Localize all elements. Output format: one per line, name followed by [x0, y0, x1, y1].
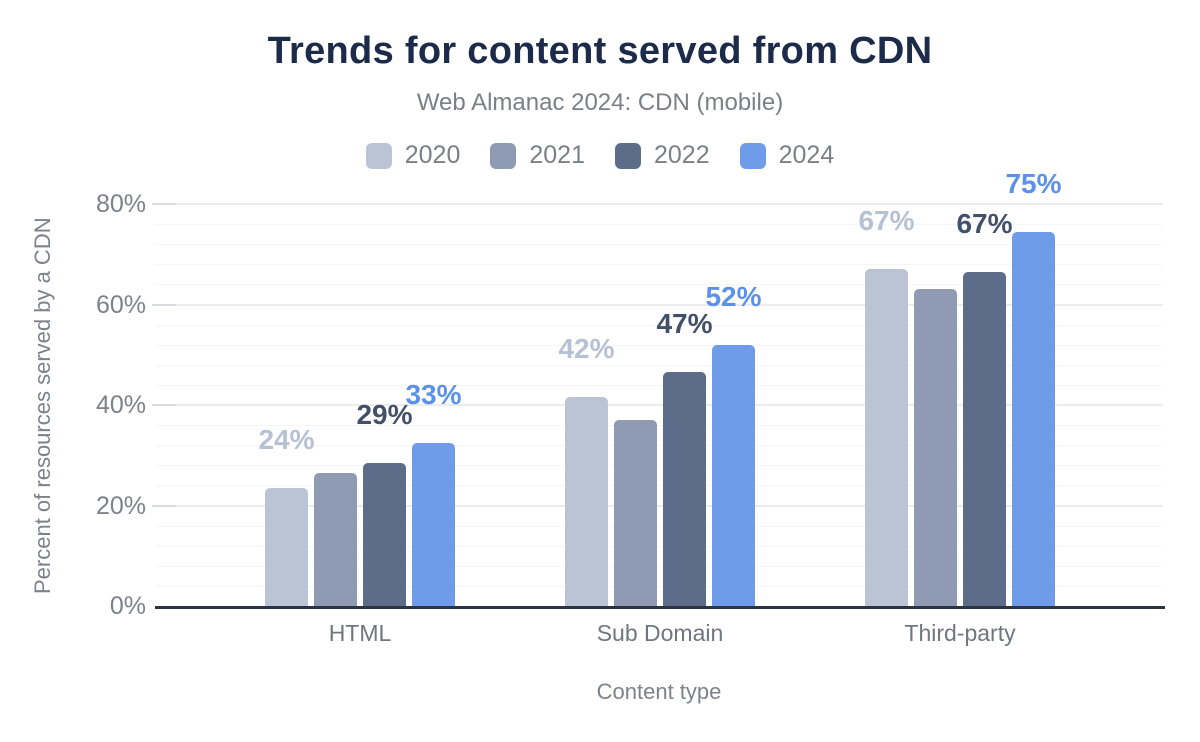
gridline-minor-32: [155, 445, 1163, 447]
chart-legend: 2020 2021 2022 2024: [0, 141, 1200, 170]
value-label-third-party-2020: 67%: [858, 205, 915, 236]
gridline-minor-28: [155, 465, 1163, 467]
y-tick-label-60: 60%: [95, 290, 146, 319]
value-label-html-2022: 29%: [356, 399, 413, 430]
legend-label-2021: 2021: [529, 141, 585, 169]
gridline-major-80: [155, 203, 1163, 205]
value-label-third-party-2024: 75%: [1005, 168, 1062, 199]
x-tick-label-html: HTML: [328, 620, 392, 646]
bar-html-2020[interactable]: [265, 488, 308, 606]
gridline-minor-24: [155, 485, 1163, 487]
value-label-html-2020: 24%: [258, 424, 315, 455]
bar-html-2024[interactable]: [412, 443, 455, 606]
x-tick-label-third-party: Third-party: [904, 620, 1016, 646]
gridline-major-40: [155, 404, 1163, 406]
legend-item-2021: 2021: [490, 141, 585, 170]
legend-swatch-2022: [615, 142, 641, 169]
legend-item-2022: 2022: [615, 141, 710, 170]
gridline-minor-16: [155, 525, 1163, 527]
bar-html-2022[interactable]: [363, 463, 406, 606]
value-label-html-2024: 33%: [405, 379, 462, 410]
legend-label-2022: 2022: [654, 141, 710, 169]
bar-sub-domain-2020[interactable]: [565, 397, 608, 606]
bar-third-party-2020[interactable]: [865, 269, 908, 606]
legend-label-2020: 2020: [404, 141, 461, 169]
legend-swatch-2024: [739, 142, 766, 169]
gridline-minor-68: [155, 264, 1163, 266]
gridline-major-60: [155, 303, 1163, 306]
gridline-minor-8: [155, 565, 1163, 567]
legend-label-2024: 2024: [778, 141, 835, 169]
bar-third-party-2022[interactable]: [963, 272, 1006, 606]
gridline-minor-64: [155, 284, 1163, 286]
bar-third-party-2024[interactable]: [1012, 232, 1055, 606]
x-axis-line: [155, 606, 1165, 609]
gridline-major-20: [155, 504, 1163, 507]
y-tick-mark-20: [152, 504, 176, 507]
gridline-minor-72: [155, 244, 1163, 246]
bar-sub-domain-2022[interactable]: [663, 372, 706, 606]
gridline-minor-56: [155, 324, 1163, 326]
bar-third-party-2021[interactable]: [914, 289, 957, 606]
x-axis-title: Content type: [596, 679, 722, 704]
gridline-minor-52: [155, 344, 1163, 346]
gridline-minor-4: [155, 585, 1163, 587]
gridline-minor-48: [155, 364, 1163, 366]
bar-html-2021[interactable]: [314, 473, 357, 606]
legend-item-2020: 2020: [365, 141, 461, 170]
y-tick-label-0: 0%: [109, 592, 146, 620]
y-tick-mark-60: [152, 303, 176, 306]
y-tick-label-40: 40%: [95, 391, 146, 419]
x-tick-label-sub-domain: Sub Domain: [596, 620, 724, 646]
legend-item-2024: 2024: [739, 141, 835, 170]
y-tick-label-20: 20%: [95, 491, 146, 520]
value-label-third-party-2022: 67%: [956, 208, 1013, 239]
gridline-minor-76: [155, 224, 1163, 226]
bar-sub-domain-2021[interactable]: [614, 420, 657, 606]
y-tick-label-80: 80%: [95, 190, 146, 218]
bar-sub-domain-2024[interactable]: [712, 345, 755, 606]
gridline-minor-36: [155, 425, 1163, 427]
value-label-sub-domain-2022: 47%: [656, 308, 713, 339]
y-tick-mark-40: [152, 404, 176, 406]
value-label-sub-domain-2024: 52%: [705, 281, 762, 312]
y-tick-mark-80: [152, 203, 176, 205]
legend-swatch-2021: [490, 142, 517, 169]
chart-title: Trends for content served from CDN: [267, 30, 933, 72]
chart-subtitle: Web Almanac 2024: CDN (mobile): [416, 89, 784, 116]
value-label-sub-domain-2020: 42%: [558, 333, 615, 364]
gridline-minor-44: [155, 384, 1163, 386]
gridline-minor-12: [155, 545, 1163, 547]
legend-swatch-2020: [365, 142, 392, 169]
